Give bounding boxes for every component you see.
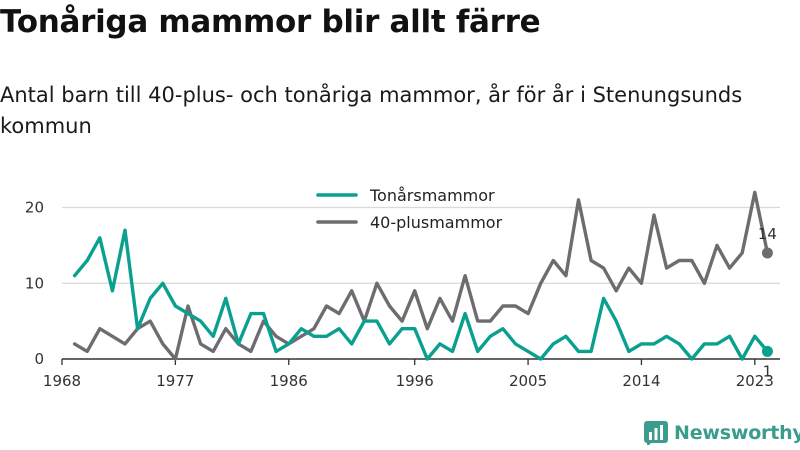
series-line-tonarsmammor <box>72 228 770 361</box>
series-end-marker <box>761 247 773 259</box>
brand-name: Newsworthy <box>674 422 800 444</box>
legend-label: Tonårsmammor <box>369 186 495 205</box>
y-tick-label: 10 <box>25 274 44 292</box>
series-end-label: 1 <box>763 362 773 380</box>
series-end-marker <box>761 345 773 357</box>
y-tick-label: 0 <box>34 350 44 368</box>
x-tick-label: 1996 <box>396 372 434 390</box>
brand-logo[interactable]: Newsworthy <box>644 420 800 446</box>
x-tick-label: 2014 <box>622 372 660 390</box>
bar-chart-logo-icon <box>644 421 668 445</box>
x-tick-label: 1977 <box>156 372 194 390</box>
x-tick-label: 1986 <box>270 372 308 390</box>
x-tick-label: 2023 <box>736 372 774 390</box>
chart-title: Tonåriga mammor blir allt färre <box>0 4 541 40</box>
series-end-label: 14 <box>758 225 777 243</box>
legend: Tonårsmammor 40-plusmammor <box>316 186 503 232</box>
x-tick-label: 1968 <box>43 372 81 390</box>
x-tick-label: 2005 <box>509 372 547 390</box>
chart-subtitle: Antal barn till 40-plus- och tonåriga ma… <box>0 83 743 138</box>
series-line-40-plusmammor <box>72 190 770 361</box>
legend-label: 40-plusmammor <box>370 213 503 232</box>
y-tick-label: 20 <box>25 199 44 217</box>
